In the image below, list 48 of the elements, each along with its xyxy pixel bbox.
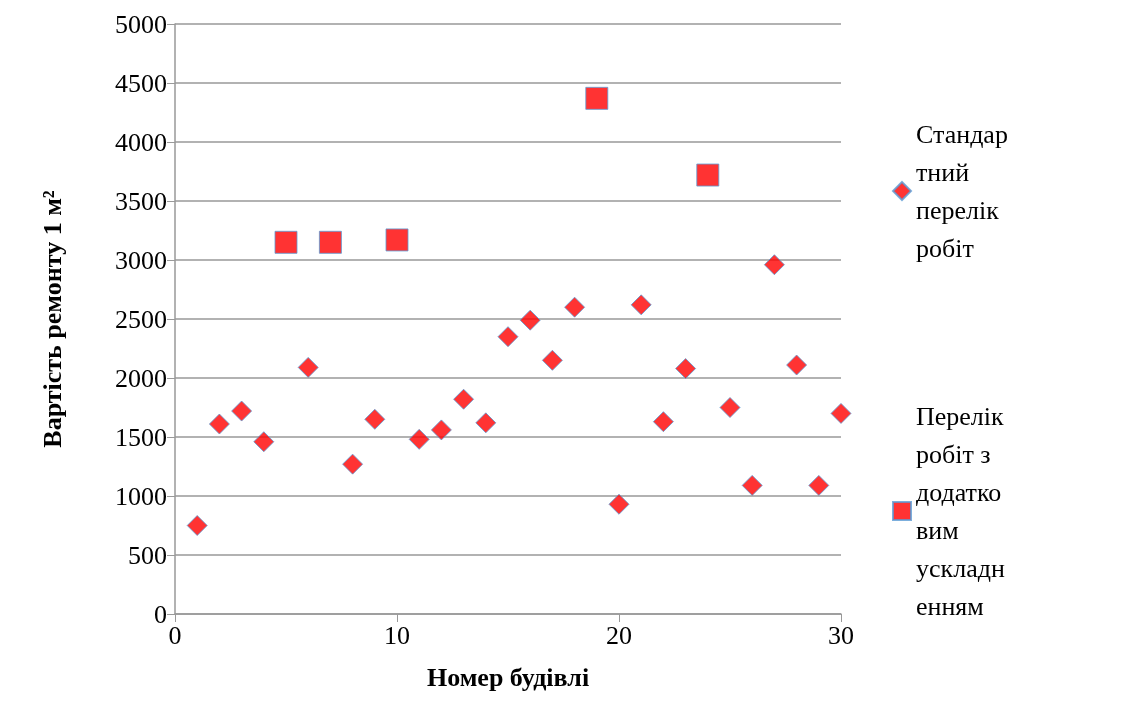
legend-label: Перелік робіт з додатковим ускладненням xyxy=(916,401,1011,621)
point xyxy=(408,428,430,450)
point xyxy=(585,86,609,110)
point xyxy=(475,412,497,434)
point xyxy=(696,163,720,187)
point xyxy=(342,453,364,475)
point xyxy=(186,515,208,536)
y-tick-label: 0 xyxy=(154,599,167,629)
point xyxy=(675,358,697,380)
point xyxy=(385,228,409,252)
point xyxy=(786,354,808,376)
y-tick-label: 5000 xyxy=(115,9,167,39)
y-tick-label: 4500 xyxy=(115,68,167,98)
point xyxy=(497,326,519,348)
point xyxy=(318,230,342,254)
point xyxy=(719,397,741,418)
point xyxy=(297,356,319,378)
y-tick-label: 500 xyxy=(128,540,167,570)
point xyxy=(430,419,452,441)
y-tick-label: 1500 xyxy=(115,422,167,452)
y-tick-label: 3500 xyxy=(115,186,167,216)
point xyxy=(541,349,563,371)
y-tick-label: 4000 xyxy=(115,127,167,157)
point xyxy=(630,294,652,316)
point xyxy=(808,474,830,496)
point xyxy=(564,296,586,318)
y-tick-label: 3000 xyxy=(115,245,167,275)
point xyxy=(253,431,275,453)
point xyxy=(652,411,674,433)
point xyxy=(763,254,785,276)
x-axis-title: Номер будівлі xyxy=(426,662,590,692)
x-tick-label: 10 xyxy=(384,620,410,650)
point xyxy=(741,474,763,496)
point xyxy=(519,309,541,331)
point xyxy=(830,402,852,424)
y-tick-label: 2000 xyxy=(115,363,167,393)
y-tick-label: 2500 xyxy=(115,304,167,334)
x-tick-label: 20 xyxy=(606,620,632,650)
point xyxy=(453,388,475,410)
point xyxy=(231,400,253,422)
point xyxy=(274,230,298,254)
x-tick-label: 30 xyxy=(828,620,854,650)
y-tick-label: 1000 xyxy=(115,481,167,511)
y-axis-title: Вартість ремонту 1 м² xyxy=(37,190,67,448)
point xyxy=(608,493,630,515)
legend-label: Стандартний перелік робіт xyxy=(916,119,1008,263)
point xyxy=(364,408,386,430)
point xyxy=(208,413,230,435)
